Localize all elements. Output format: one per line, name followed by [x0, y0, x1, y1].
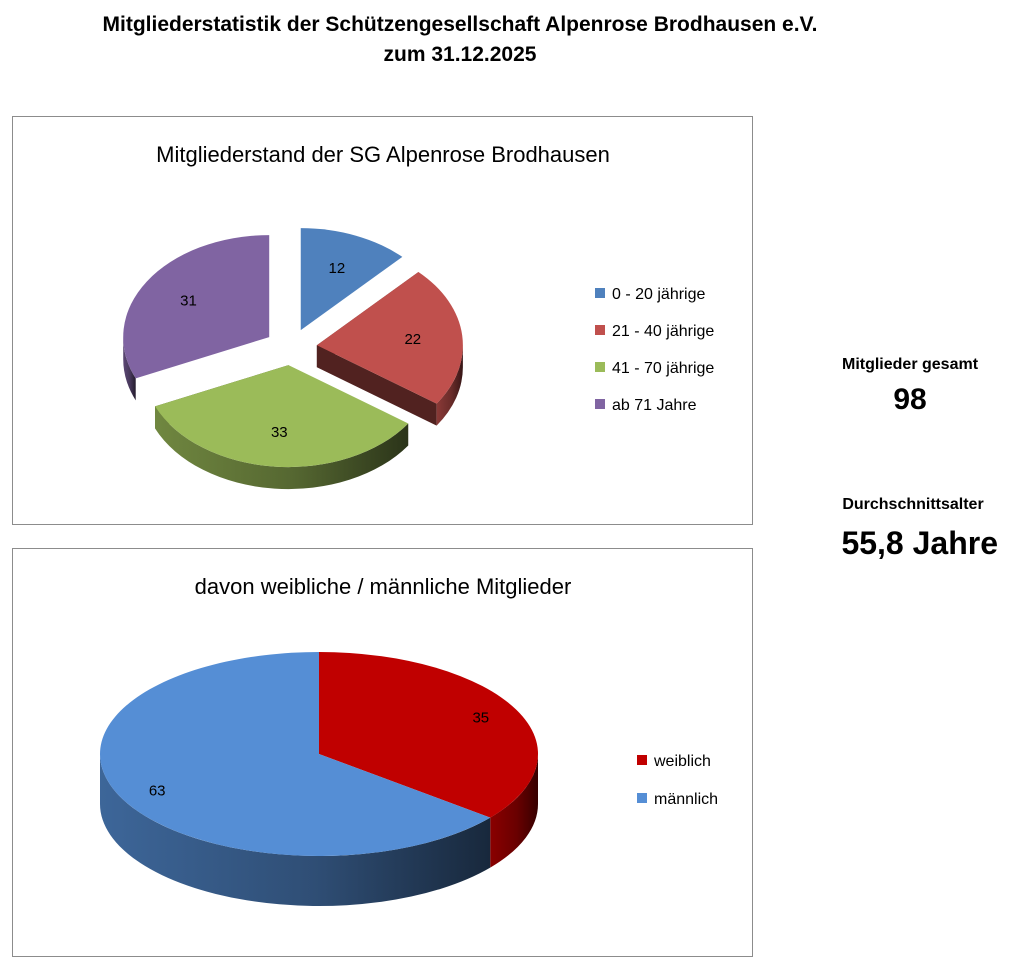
age-legend-label-41-70-jaehrige: 41 - 70 jährige [612, 360, 714, 377]
members-total-label: Mitglieder gesamt [841, 356, 979, 373]
gender-chart-title: davon weibliche / männliche Mitglieder [195, 574, 572, 599]
gender-pie-chart: 35 63 davon weibliche / männliche Mitglied… [100, 574, 718, 907]
average-age-block: Durchschnittsalter 55,8 Jahre [808, 492, 1018, 568]
age-legend-label-0-20-jaehrige: 0 - 20 jährige [612, 286, 705, 303]
page-title-date: zum 31.12.2025 [383, 43, 537, 66]
age-slice-41-70-jaehrige [155, 365, 409, 468]
gender-legend: weiblich männlich [637, 753, 718, 808]
gender-legend-label-maennlich: männlich [654, 791, 718, 808]
gender-legend-swatch-maennlich [637, 793, 647, 803]
age-legend-label-ab-71-jahre: ab 71 Jahre [612, 397, 697, 414]
age-slice-rim-21-40-jaehrige [436, 345, 463, 426]
gender-slice-weiblich [319, 652, 539, 818]
age-legend-label-21-40-jaehrige: 21 - 40 jährige [612, 323, 714, 340]
age-pie-chart: 12 22 33 31 Mitgliederstand der SG Alpenrose… [123, 142, 714, 490]
age-data-label-0-20-jaehrige: 12 [329, 260, 346, 277]
age-legend-swatch-ab-71-jahre [595, 399, 605, 409]
gender-slice-rim-maennlich [100, 754, 491, 907]
average-age-label: Durchschnittsalter [842, 496, 984, 513]
gender-data-label-weiblich: 35 [472, 710, 489, 727]
age-legend: 0 - 20 jährige 21 - 40 jährige 41 - 70 jäh… [595, 286, 714, 414]
gender-legend-swatch-weiblich [637, 755, 647, 765]
age-slice-0-20-jaehrige [300, 228, 403, 331]
gender-slices [100, 652, 539, 907]
age-chart-title: Mitgliederstand der SG Alpenrose Brodhau… [156, 142, 610, 167]
gender-slice-maennlich [100, 652, 491, 856]
page-title-line-1: Mitgliederstatistik der Schützengesellsc… [102, 13, 818, 36]
age-slice-rim-ab-71-jahre [123, 337, 136, 401]
page-title: Mitgliederstatistik der Schützengesellsc… [0, 10, 920, 70]
average-age-value: 55,8 Jahre [841, 525, 998, 561]
age-data-label-21-40-jaehrige: 22 [404, 331, 421, 348]
gender-chart-panel: 35 63 davon weibliche / männliche Mitglied… [12, 548, 753, 957]
age-data-label-ab-71-jahre: 31 [180, 292, 197, 309]
age-data-label-41-70-jaehrige: 33 [271, 424, 288, 441]
age-legend-swatch-21-40-jaehrige [595, 325, 605, 335]
age-chart-panel: 12 22 33 31 Mitgliederstand der SG Alpenrose… [12, 116, 753, 525]
members-total-value: 98 [893, 383, 927, 416]
age-slice-wall-21-40-jaehrige [316, 345, 437, 426]
age-slices [123, 228, 463, 490]
age-legend-swatch-41-70-jaehrige [595, 362, 605, 372]
age-slice-ab-71-jahre [123, 235, 270, 379]
gender-data-label-maennlich: 63 [149, 782, 166, 799]
age-slice-21-40-jaehrige [316, 271, 463, 404]
age-slice-rim-41-70-jaehrige [155, 406, 409, 490]
members-total-block: Mitglieder gesamt 98 [810, 352, 1010, 422]
gender-legend-label-weiblich: weiblich [653, 753, 711, 770]
age-legend-swatch-0-20-jaehrige [595, 288, 605, 298]
gender-slice-rim-weiblich [490, 754, 538, 868]
